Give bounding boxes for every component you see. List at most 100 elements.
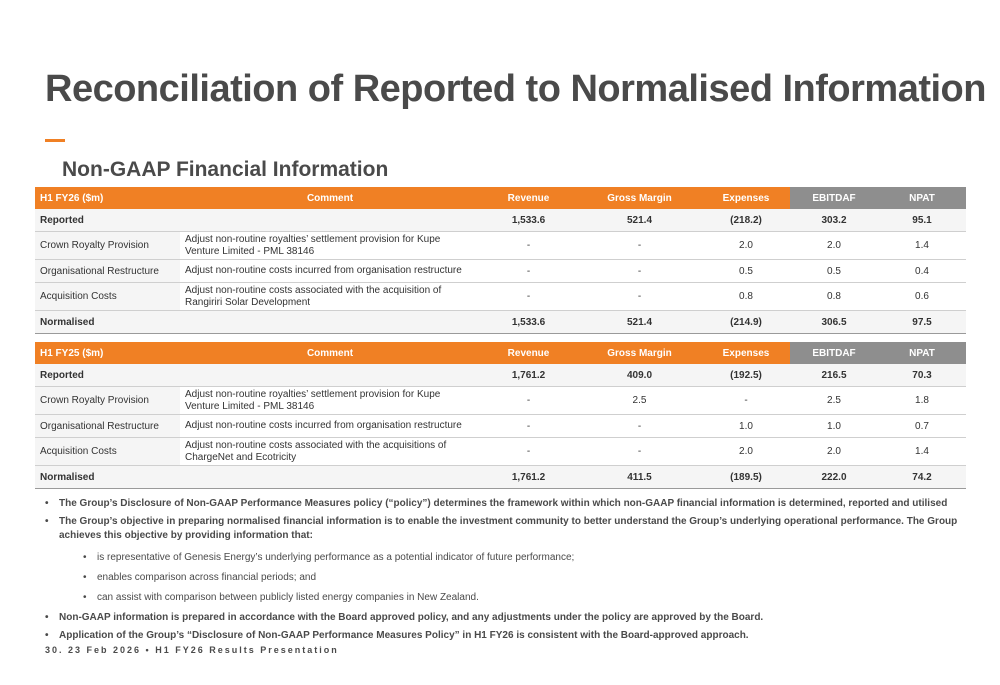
- header-revenue: Revenue: [480, 187, 577, 209]
- header-ebitdaf: EBITDAF: [790, 187, 878, 209]
- row-label: Reported: [35, 209, 180, 232]
- cell-gross-margin: 521.4: [577, 209, 702, 232]
- table-row: Organisational Restructure Adjust non-ro…: [35, 259, 966, 283]
- header-expenses: Expenses: [702, 187, 790, 209]
- cell-revenue: -: [480, 231, 577, 260]
- row-label: Crown Royalty Provision: [35, 386, 180, 415]
- cell-npat: 74.2: [878, 465, 966, 489]
- cell-gross-margin: 2.5: [577, 386, 702, 415]
- row-label: Crown Royalty Provision: [35, 231, 180, 260]
- cell-npat: 0.6: [878, 282, 966, 311]
- header-expenses: Expenses: [702, 342, 790, 364]
- row-comment: [180, 465, 480, 489]
- bullet-icon: •: [45, 612, 49, 623]
- table-row: Acquisition Costs Adjust non-routine cos…: [35, 282, 966, 311]
- row-label: Reported: [35, 364, 180, 387]
- cell-ebitdaf: 0.5: [790, 259, 878, 283]
- row-label: Normalised: [35, 465, 180, 489]
- page-title: Reconciliation of Reported to Normalised…: [45, 68, 986, 110]
- row-comment: Adjust non-routine royalties’ settlement…: [180, 231, 480, 260]
- cell-gross-margin: 411.5: [577, 465, 702, 489]
- accent-dash: [45, 139, 65, 142]
- header-comment: Comment: [180, 187, 480, 209]
- cell-ebitdaf: 216.5: [790, 364, 878, 387]
- bullet-icon: •: [83, 592, 87, 603]
- cell-expenses: 0.8: [702, 282, 790, 311]
- row-label: Organisational Restructure: [35, 414, 180, 438]
- header-period: H1 FY25 ($m): [35, 342, 180, 364]
- bullet-icon: •: [83, 572, 87, 583]
- cell-gross-margin: 521.4: [577, 310, 702, 334]
- header-npat: NPAT: [878, 342, 966, 364]
- row-comment: Adjust non-routine costs incurred from o…: [180, 414, 480, 438]
- bullet-icon: •: [45, 498, 49, 509]
- cell-gross-margin: -: [577, 437, 702, 466]
- cell-ebitdaf: 306.5: [790, 310, 878, 334]
- cell-revenue: -: [480, 282, 577, 311]
- cell-revenue: 1,533.6: [480, 209, 577, 232]
- note-text: Application of the Group’s “Disclosure o…: [59, 630, 749, 641]
- cell-expenses: -: [702, 386, 790, 415]
- cell-expenses: (192.5): [702, 364, 790, 387]
- cell-ebitdaf: 2.0: [790, 231, 878, 260]
- cell-revenue: -: [480, 386, 577, 415]
- cell-npat: 1.4: [878, 437, 966, 466]
- note-item: • Non-GAAP information is prepared in ac…: [45, 611, 970, 625]
- cell-npat: 1.4: [878, 231, 966, 260]
- note-item: • Application of the Group’s “Disclosure…: [45, 629, 970, 643]
- table-row-normalised: Normalised 1,761.2 411.5 (189.5) 222.0 7…: [35, 465, 966, 489]
- table-row-normalised: Normalised 1,533.6 521.4 (214.9) 306.5 9…: [35, 310, 966, 334]
- row-comment: [180, 364, 480, 387]
- cell-ebitdaf: 222.0: [790, 465, 878, 489]
- row-label: Organisational Restructure: [35, 259, 180, 283]
- note-text: is representative of Genesis Energy’s un…: [97, 552, 575, 563]
- note-text: Non-GAAP information is prepared in acco…: [59, 612, 764, 623]
- note-item: • The Group’s objective in preparing nor…: [45, 515, 970, 543]
- financial-table-fy25: H1 FY25 ($m) Comment Revenue Gross Margi…: [35, 342, 966, 489]
- cell-gross-margin: -: [577, 259, 702, 283]
- note-item: • The Group’s Disclosure of Non-GAAP Per…: [45, 497, 970, 511]
- cell-ebitdaf: 1.0: [790, 414, 878, 438]
- note-text: can assist with comparison between publi…: [97, 592, 479, 603]
- row-label: Acquisition Costs: [35, 282, 180, 311]
- note-text: The Group’s objective in preparing norma…: [59, 516, 958, 541]
- cell-expenses: (218.2): [702, 209, 790, 232]
- row-comment: Adjust non-routine royalties’ settlement…: [180, 386, 480, 415]
- header-comment: Comment: [180, 342, 480, 364]
- notes-list: • The Group’s Disclosure of Non-GAAP Per…: [45, 497, 970, 647]
- header-period: H1 FY26 ($m): [35, 187, 180, 209]
- table-row: Crown Royalty Provision Adjust non-routi…: [35, 231, 966, 260]
- cell-gross-margin: -: [577, 414, 702, 438]
- header-gross-margin: Gross Margin: [577, 342, 702, 364]
- cell-ebitdaf: 2.0: [790, 437, 878, 466]
- financial-table-fy26: H1 FY26 ($m) Comment Revenue Gross Margi…: [35, 187, 966, 334]
- cell-expenses: 2.0: [702, 231, 790, 260]
- note-text: enables comparison across financial peri…: [97, 572, 317, 583]
- table-row-reported: Reported 1,533.6 521.4 (218.2) 303.2 95.…: [35, 209, 966, 232]
- cell-revenue: -: [480, 437, 577, 466]
- cell-gross-margin: 409.0: [577, 364, 702, 387]
- bullet-icon: •: [83, 552, 87, 563]
- page-footer: 30. 23 Feb 2026 • H1 FY26 Results Presen…: [45, 645, 339, 655]
- cell-expenses: 2.0: [702, 437, 790, 466]
- table-row: Crown Royalty Provision Adjust non-routi…: [35, 386, 966, 415]
- cell-ebitdaf: 303.2: [790, 209, 878, 232]
- table-row: Acquisition Costs Adjust non-routine cos…: [35, 437, 966, 466]
- cell-npat: 97.5: [878, 310, 966, 334]
- row-comment: Adjust non-routine costs incurred from o…: [180, 259, 480, 283]
- cell-npat: 1.8: [878, 386, 966, 415]
- note-subitem: • can assist with comparison between pub…: [45, 591, 970, 605]
- row-label: Normalised: [35, 310, 180, 334]
- cell-expenses: 1.0: [702, 414, 790, 438]
- header-npat: NPAT: [878, 187, 966, 209]
- note-subitem: • is representative of Genesis Energy’s …: [45, 551, 970, 565]
- cell-revenue: -: [480, 259, 577, 283]
- row-comment: Adjust non-routine costs associated with…: [180, 282, 480, 311]
- cell-expenses: 0.5: [702, 259, 790, 283]
- header-gross-margin: Gross Margin: [577, 187, 702, 209]
- row-comment: [180, 310, 480, 334]
- cell-gross-margin: -: [577, 231, 702, 260]
- cell-gross-margin: -: [577, 282, 702, 311]
- cell-npat: 0.4: [878, 259, 966, 283]
- cell-revenue: 1,761.2: [480, 364, 577, 387]
